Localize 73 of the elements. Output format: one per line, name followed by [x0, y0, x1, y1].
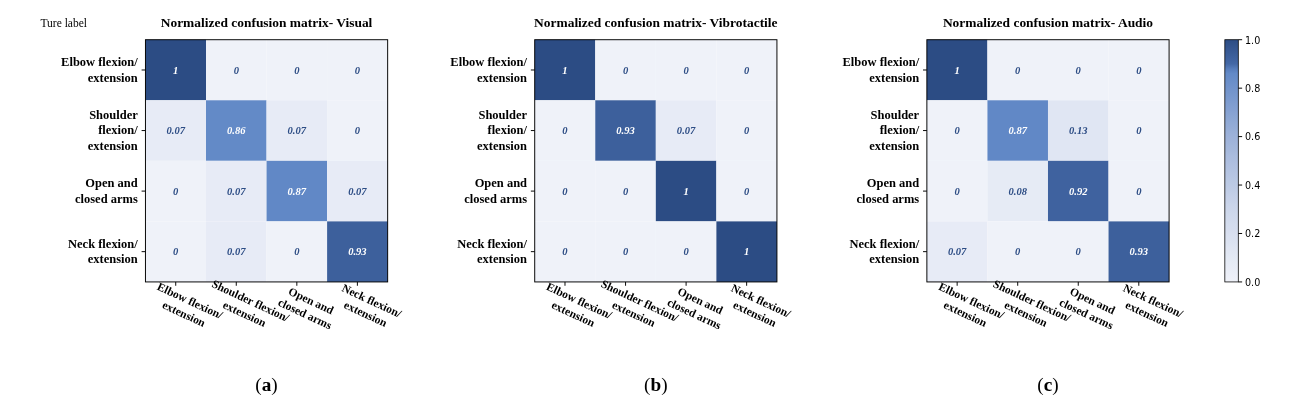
- data-label: 0: [1015, 64, 1022, 76]
- text: (b): [644, 373, 668, 396]
- data-label: 0.93: [616, 125, 635, 137]
- text: (a): [255, 373, 278, 396]
- y-tick-label: Shoulder flexion/ extension: [477, 108, 528, 153]
- data-label: 0: [1075, 64, 1082, 76]
- data-label: 0: [562, 246, 569, 258]
- y-tick-label: Open and closed arms: [856, 176, 920, 206]
- color-bar-label: 0.2: [1245, 228, 1261, 240]
- data-label: 0.13: [1069, 125, 1088, 137]
- data-label: 0: [683, 246, 690, 258]
- data-label: 0.07: [227, 185, 247, 197]
- data-label: 1: [954, 64, 960, 76]
- data-label: 0: [744, 125, 751, 137]
- color-bar-label: 1.0: [1245, 34, 1261, 46]
- y-tick-label: Elbow flexion/ extension: [450, 55, 528, 85]
- y-tick-label: Neck flexion/ extension: [457, 236, 528, 267]
- data-label: 0: [294, 246, 301, 258]
- data-label: 1: [744, 246, 750, 258]
- data-label: 0: [1136, 64, 1143, 76]
- data-label: 0.87: [1008, 125, 1028, 137]
- y-tick-label: Shoulder flexion/ extension: [87, 108, 139, 153]
- text: (c): [1037, 373, 1059, 396]
- data-label: 0: [562, 185, 569, 197]
- data-label: 0: [173, 246, 180, 258]
- data-label: 0: [354, 64, 361, 76]
- chart-title: Normalized confusion matrix- Visual: [160, 15, 373, 31]
- data-label: 0: [294, 64, 301, 76]
- data-label: 0: [683, 64, 690, 76]
- data-label: 0.07: [227, 246, 247, 258]
- data-label: 0.07: [287, 125, 307, 137]
- data-label: 0.87: [287, 185, 307, 197]
- data-label: 1: [562, 64, 568, 76]
- y-tick-label: Neck flexion/ extension: [68, 236, 139, 267]
- data-label: 0: [562, 125, 569, 137]
- chart-title: Normalized confusion matrix- Audio: [942, 15, 1154, 31]
- data-label: 0: [173, 185, 180, 197]
- data-label: 0.92: [1069, 185, 1089, 197]
- data-label: 0: [744, 64, 751, 76]
- data-label: 0: [233, 64, 240, 76]
- data-label: 0: [1015, 246, 1022, 258]
- chart-title: Normalized confusion matrix- Vibrotactile: [534, 15, 778, 31]
- data-label: 0: [954, 125, 961, 137]
- data-label: 0: [354, 125, 361, 137]
- data-label: 0: [622, 64, 629, 76]
- data-label: 0.07: [676, 125, 697, 137]
- y-tick-label: Elbow flexion/ extension: [842, 55, 920, 85]
- data-label: 1: [683, 185, 689, 197]
- color-bar-label: 0.0: [1245, 276, 1261, 288]
- data-label: 0: [1136, 125, 1143, 137]
- y-tick-label: Open and closed arms: [464, 176, 528, 206]
- data-label: 0.07: [166, 125, 186, 137]
- data-label: 1: [173, 64, 179, 76]
- data-label: 0: [622, 185, 629, 197]
- data-label: 0.86: [227, 125, 247, 137]
- data-label: 0: [622, 246, 629, 258]
- y-tick-label: Neck flexion/ extension: [849, 236, 920, 267]
- data-label: 0.08: [1008, 185, 1028, 197]
- data-label: 0: [1136, 185, 1143, 197]
- y-tick-label: Elbow flexion/ extension: [61, 55, 139, 85]
- color-bar-label: 0.8: [1245, 83, 1261, 95]
- data-label: 0: [744, 185, 751, 197]
- y-axis-title: Ture label: [40, 17, 88, 30]
- data-label: 0: [954, 185, 961, 197]
- data-label: 0.07: [348, 185, 368, 197]
- data-label: 0: [1075, 246, 1082, 258]
- y-tick-label: Open and closed arms: [74, 176, 138, 206]
- color-bar-label: 0.4: [1245, 179, 1261, 191]
- data-label: 0.93: [348, 246, 367, 258]
- data-label: 0.93: [1129, 246, 1149, 258]
- data-label: 0.07: [947, 246, 968, 258]
- color-bar-label: 0.6: [1245, 131, 1261, 143]
- y-tick-label: Shoulder flexion/ extension: [869, 108, 920, 153]
